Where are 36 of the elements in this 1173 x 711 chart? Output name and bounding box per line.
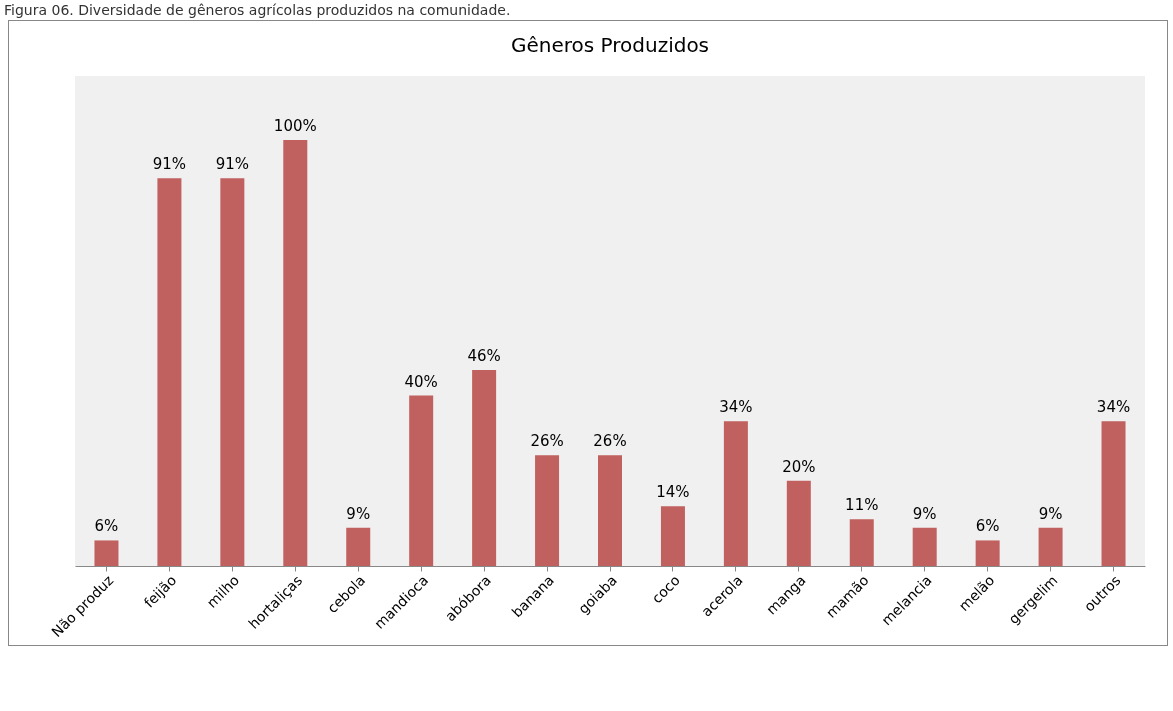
data-label: 9% <box>1038 504 1063 523</box>
data-label: 46% <box>467 347 501 365</box>
bar <box>283 139 308 566</box>
text: Figura 06. Diversidade de gêneros agrícolas produzidos na comunidade. <box>3 1 512 20</box>
data-label: 34% <box>719 398 753 417</box>
bar <box>1038 527 1063 566</box>
data-label: 11% <box>845 496 879 515</box>
bar <box>220 178 245 566</box>
data-label: 6% <box>94 517 119 536</box>
bar <box>975 540 1000 566</box>
data-label: 34% <box>1096 398 1131 417</box>
data-label: 26% <box>593 432 627 451</box>
bar <box>912 527 937 566</box>
bar <box>94 540 119 566</box>
data-label: 14% <box>656 483 690 502</box>
bar <box>598 455 622 566</box>
bar <box>723 421 748 566</box>
bar <box>786 480 811 566</box>
bar <box>157 178 182 566</box>
data-label: 40% <box>404 372 438 391</box>
data-label: 91% <box>152 155 187 174</box>
data-label: 6% <box>975 517 1000 536</box>
data-label: 91% <box>215 155 250 174</box>
bar <box>409 395 434 566</box>
data-label: 26% <box>530 432 564 451</box>
bar <box>535 455 560 566</box>
bar <box>660 506 685 566</box>
bar <box>472 370 497 566</box>
bar <box>346 527 371 566</box>
chart-title: Gêneros Produzidos <box>510 33 710 57</box>
data-label: 20% <box>782 457 816 476</box>
bar <box>1101 421 1126 566</box>
data-label: 9% <box>346 504 371 523</box>
data-label: 100% <box>273 116 317 135</box>
data-label: 9% <box>912 504 937 523</box>
bar <box>849 519 874 566</box>
